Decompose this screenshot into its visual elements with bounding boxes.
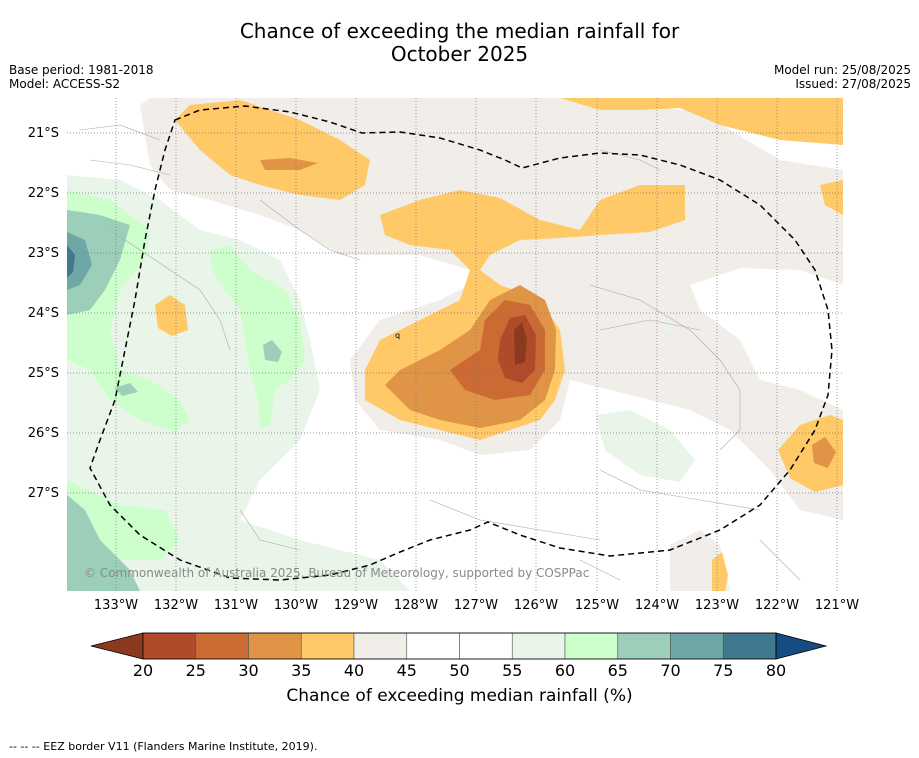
- contour-35-south: [712, 552, 728, 591]
- colorbar-tick-label: 45: [396, 661, 417, 680]
- lat-label: 24°S: [27, 306, 59, 321]
- contour-65-spot: [263, 340, 282, 362]
- lon-label: 124°W: [634, 598, 680, 613]
- colorbar-tick-label: 55: [502, 661, 523, 680]
- lon-label: 133°W: [93, 598, 139, 613]
- contour-35-north: [175, 100, 370, 200]
- lat-label: 22°S: [27, 186, 59, 201]
- contour-lines: [79, 124, 801, 581]
- colorbar-frame: [142, 632, 777, 660]
- contour-60-mid: [210, 245, 305, 428]
- contour-55-small: [662, 320, 677, 333]
- model-run: Model run: 25/08/2025: [773, 63, 911, 77]
- colorbar-tick-label: 35: [291, 661, 312, 680]
- colorbar-tick-label: 80: [765, 661, 787, 680]
- lon-label: 126°W: [513, 598, 559, 613]
- colorbar-tick-label: 40: [343, 661, 365, 680]
- colorbar-tick-label: 50: [449, 661, 470, 680]
- grid-lines: [67, 98, 843, 591]
- colorbar-extend-low: [90, 632, 144, 660]
- colorbar-tick-label: 30: [238, 661, 259, 680]
- colorbar-tick-label: 25: [185, 661, 206, 680]
- lon-label: 121°W: [814, 598, 860, 613]
- colorbar-segment: [670, 632, 724, 660]
- lat-label: 23°S: [27, 246, 59, 261]
- colorbar-segment: [195, 632, 249, 660]
- colorbar-segment: [722, 632, 777, 660]
- chart-title-line1: Chance of exceeding the median rainfall …: [239, 19, 680, 43]
- lat-label: 26°S: [27, 426, 59, 441]
- contour-65-sw: [67, 495, 140, 591]
- colorbar-tick-label: 60: [554, 661, 576, 680]
- contour-65-west: [67, 210, 130, 315]
- lat-label: 25°S: [27, 366, 59, 381]
- contour-35-ring: [155, 295, 188, 336]
- contour-35-se: [778, 415, 843, 492]
- issued-date: Issued: 27/08/2025: [795, 77, 911, 91]
- contour-65-spot2: [115, 383, 138, 396]
- colorbar-segment: [511, 632, 566, 660]
- lon-label: 129°W: [333, 598, 379, 613]
- contour-below20-central: [514, 322, 527, 365]
- colorbar-tick-label: 70: [660, 661, 681, 680]
- base-period: Base period: 1981-2018: [9, 63, 154, 77]
- colorbar-segment: [353, 632, 408, 660]
- lat-label: 27°S: [27, 486, 59, 501]
- contour-55-west: [67, 175, 410, 591]
- lon-label: 131°W: [213, 598, 259, 613]
- contour-70-west: [67, 232, 92, 290]
- lon-label: 128°W: [393, 598, 439, 613]
- footnote: -- -- -- EEZ border V11 (Flanders Marine…: [9, 740, 318, 753]
- lon-label: 130°W: [273, 598, 319, 613]
- copyright-text: © Commonwealth of Australia 2025, Bureau…: [84, 566, 590, 580]
- colorbar-segment: [300, 632, 355, 660]
- colorbar-tick-label: 20: [132, 661, 154, 680]
- meta-right: Model run: 25/08/2025 Issued: 27/08/2025: [774, 63, 911, 91]
- colorbar-extend-high: [775, 632, 828, 660]
- lon-label: 132°W: [153, 598, 199, 613]
- model-name: Model: ACCESS-S2: [9, 77, 121, 91]
- contour-30-se: [812, 437, 836, 468]
- meta-left: Base period: 1981-2018 Model: ACCESS-S2: [9, 63, 154, 91]
- colorbar-segment: [459, 632, 513, 660]
- lon-label: 125°W: [574, 598, 620, 613]
- chart-title-line2: October 2025: [390, 42, 529, 66]
- colorbar-tick-label: 65: [607, 661, 628, 680]
- contour-30-north: [260, 158, 318, 170]
- lon-label: 127°W: [453, 598, 499, 613]
- contour-55-mid: [595, 410, 695, 482]
- lat-label: 21°S: [27, 126, 59, 141]
- colorbar-title: Chance of exceeding median rainfall (%): [286, 686, 633, 706]
- map-small-label: q: [395, 331, 400, 340]
- colorbar-segment: [617, 632, 671, 660]
- colorbar-segment: [142, 632, 197, 660]
- colorbar-tick-label: 75: [713, 661, 734, 680]
- colorbar-segment: [564, 632, 619, 660]
- colorbar-segment: [248, 632, 302, 660]
- colorbar-segment: [406, 632, 460, 660]
- lon-label: 123°W: [694, 598, 740, 613]
- lon-label: 122°W: [754, 598, 800, 613]
